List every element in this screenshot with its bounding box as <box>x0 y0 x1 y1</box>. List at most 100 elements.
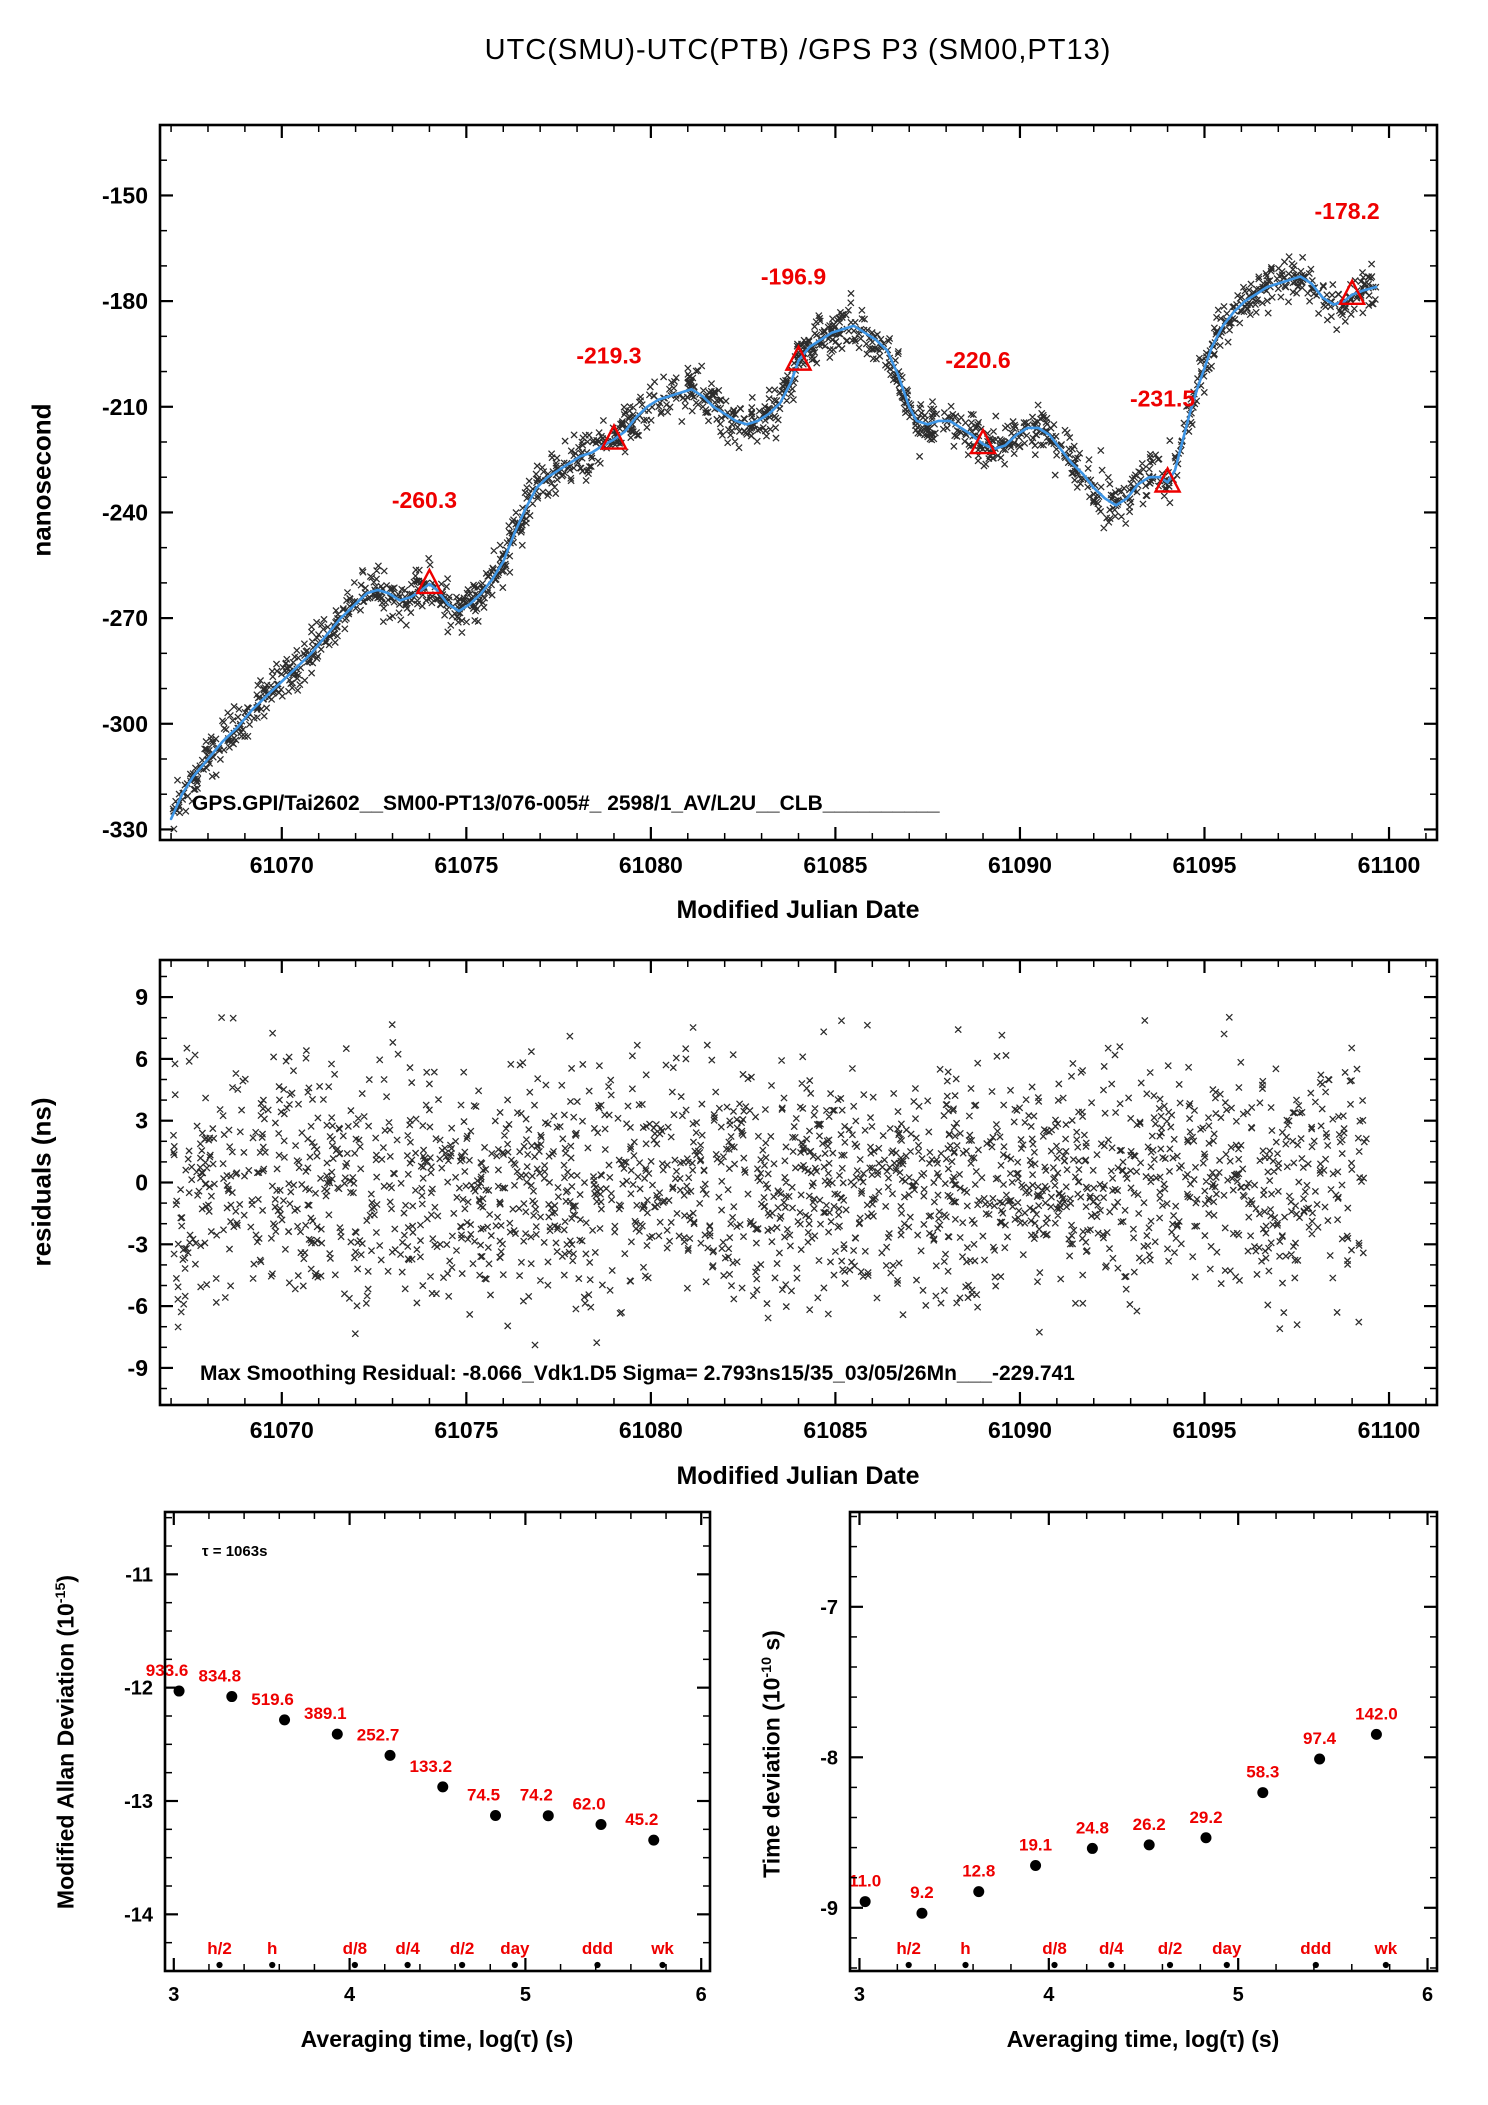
y-tick-label: -12 <box>124 1678 153 1700</box>
mdev-data-point <box>331 1728 343 1740</box>
y-tick-label: -7 <box>820 1597 838 1619</box>
averaging-unit-label: d/8 <box>1042 1939 1067 1958</box>
y-tick-label: -3 <box>128 1231 148 1257</box>
plot-frame <box>848 1510 1439 1973</box>
plot-frame <box>163 1510 712 1973</box>
phase-content <box>169 253 1380 833</box>
tdev-value-label: 29.2 <box>1189 1808 1222 1827</box>
tdev-data-point <box>916 1907 928 1919</box>
phase-frame: 61070 61075 61080 61085 61090 61095 61100-330-… <box>102 123 1439 878</box>
y-tick-label: -9 <box>820 1898 838 1920</box>
marker-triangle <box>784 344 813 371</box>
x-tick-label: 61070 <box>250 1417 314 1443</box>
axis-dot <box>1051 1961 1058 1969</box>
mdev-value-label: 834.8 <box>199 1667 242 1686</box>
x-tick-label: 3 <box>854 1984 865 2006</box>
mdev-value-label: 74.5 <box>467 1785 500 1804</box>
tdev-data-point <box>1086 1842 1098 1854</box>
tdev-value-label: 97.4 <box>1303 1729 1337 1748</box>
marker-value-label: -220.6 <box>945 347 1010 373</box>
phase-xlabel: Modified Julian Date <box>676 896 920 924</box>
mdev-data-point <box>490 1809 502 1821</box>
y-tick-label: 6 <box>135 1046 148 1072</box>
averaging-unit-label: wk <box>650 1939 674 1958</box>
five-day-markers: -260.3 -219.3 -196.9 -220.6 -231.5 -178.2 <box>392 198 1380 595</box>
axis-dot <box>459 1961 466 1969</box>
x-tick-label: 61070 <box>250 852 314 878</box>
x-tick-label: 61080 <box>619 852 683 878</box>
averaging-unit-label: wk <box>1374 1939 1398 1958</box>
y-tick-label: -11 <box>125 1564 153 1586</box>
x-tick-label: 4 <box>344 1984 356 2006</box>
x-tick-label: 61100 <box>1358 1417 1421 1443</box>
mdev-value-label: 74.2 <box>520 1786 553 1805</box>
axis-dot <box>216 1961 223 1969</box>
tdev-data-point <box>1314 1753 1326 1765</box>
axis-dot <box>511 1961 518 1969</box>
marker-value-label: -178.2 <box>1315 198 1380 224</box>
tdev-ylabel: Time deviation (10-10 s) <box>759 1630 786 1878</box>
tdev-value-label: 142.0 <box>1355 1704 1398 1723</box>
marker-triangle <box>969 427 998 455</box>
tdev-points: 11.0 9.2 12.8 19.1 24.8 26.2 29.2 58.3 97.4 142.0 <box>849 1704 1398 1919</box>
mdev-ylabel: Modified Allan Deviation (10-15) <box>53 1575 80 1909</box>
tdev-data-point <box>859 1896 871 1908</box>
residuals-frame: 61070 61075 61080 61085 61090 61095 61100 -9 -6 -… <box>128 958 1439 1443</box>
tdev-value-label: 24.8 <box>1076 1818 1109 1837</box>
mdev-value-label: 933.6 <box>146 1661 189 1680</box>
tdev-value-label: 11.0 <box>849 1872 881 1891</box>
averaging-unit-label: ddd <box>582 1939 613 1958</box>
x-tick-label: 61085 <box>803 1417 867 1443</box>
y-tick-label: 9 <box>135 984 148 1010</box>
averaging-unit-label: d/4 <box>1099 1939 1124 1958</box>
residuals-content <box>169 1013 1370 1349</box>
mdev-value-label: 62.0 <box>572 1795 605 1814</box>
marker-triangle <box>415 567 444 595</box>
tdev-data-point <box>973 1886 985 1898</box>
tdev-frame: 3 4 5 6 -7 -8 -9 <box>820 1510 1439 2006</box>
y-tick-label: -150 <box>102 182 148 208</box>
mdev-data-point <box>542 1810 554 1822</box>
tdev-unit-labels: h/2 h d/8 d/4 d/2 day ddd wk <box>896 1939 1398 1969</box>
averaging-unit-label: d/2 <box>450 1939 475 1958</box>
averaging-unit-label: day <box>500 1939 530 1958</box>
mdev-value-label: 252.7 <box>357 1725 400 1744</box>
marker-value-label: -219.3 <box>576 343 641 369</box>
mdev-value-label: 389.1 <box>304 1704 347 1723</box>
tau-note: τ = 1063s <box>202 1543 268 1560</box>
y-tick-label: -300 <box>102 711 148 737</box>
phase-chart-svg: -260.3 -219.3 -196.9 -220.6 -231.5 -178.2 6107… <box>102 123 1439 878</box>
mdev-ylabel-exp: -15 <box>52 1582 69 1604</box>
mdev-data-point <box>648 1834 660 1846</box>
x-tick-label: 3 <box>168 1984 179 2006</box>
averaging-unit-label: h <box>960 1939 970 1958</box>
marker-triangle <box>1338 278 1367 305</box>
x-tick-label: 4 <box>1043 1984 1055 2006</box>
x-tick-label: 5 <box>520 1984 531 2006</box>
axis-dot <box>905 1961 912 1969</box>
mdev-points: 933.6 834.8 519.6 389.1 252.7 133.2 74.5 74.2 62… <box>146 1661 660 1846</box>
tdev-value-label: 58.3 <box>1246 1763 1279 1782</box>
axis-dot <box>1382 1961 1389 1969</box>
tdev-data-point <box>1257 1787 1269 1799</box>
averaging-unit-label: d/2 <box>1158 1939 1183 1958</box>
y-tick-label: 0 <box>135 1170 148 1196</box>
marker-triangle <box>599 422 628 450</box>
residuals-annotation: Max Smoothing Residual: -8.066_Vdk1.D5 S… <box>200 1362 1075 1385</box>
averaging-unit-label: day <box>1212 1939 1242 1958</box>
averaging-unit-label: d/4 <box>395 1939 420 1958</box>
residuals-xlabel: Modified Julian Date <box>676 1462 920 1490</box>
y-tick-label: -13 <box>124 1791 153 1813</box>
mdev-value-label: 519.6 <box>251 1690 294 1709</box>
tdev-ylabel-exp: -10 <box>758 1656 775 1678</box>
marker-triangle <box>1153 465 1182 493</box>
y-tick-label: -8 <box>820 1747 838 1769</box>
plot-frame <box>158 123 1439 842</box>
mdev-unit-labels: h/2 h d/8 d/4 d/2 day ddd wk <box>207 1939 674 1969</box>
x-tick-label: 61075 <box>434 852 498 878</box>
x-tick-label: 61085 <box>803 852 867 878</box>
phase-annotation: GPS.GPI/Tai2602__SM00-PT13/076-005#_ 259… <box>192 792 940 815</box>
axis-dot <box>1108 1961 1115 1969</box>
residuals-scatter-points <box>169 1013 1370 1349</box>
